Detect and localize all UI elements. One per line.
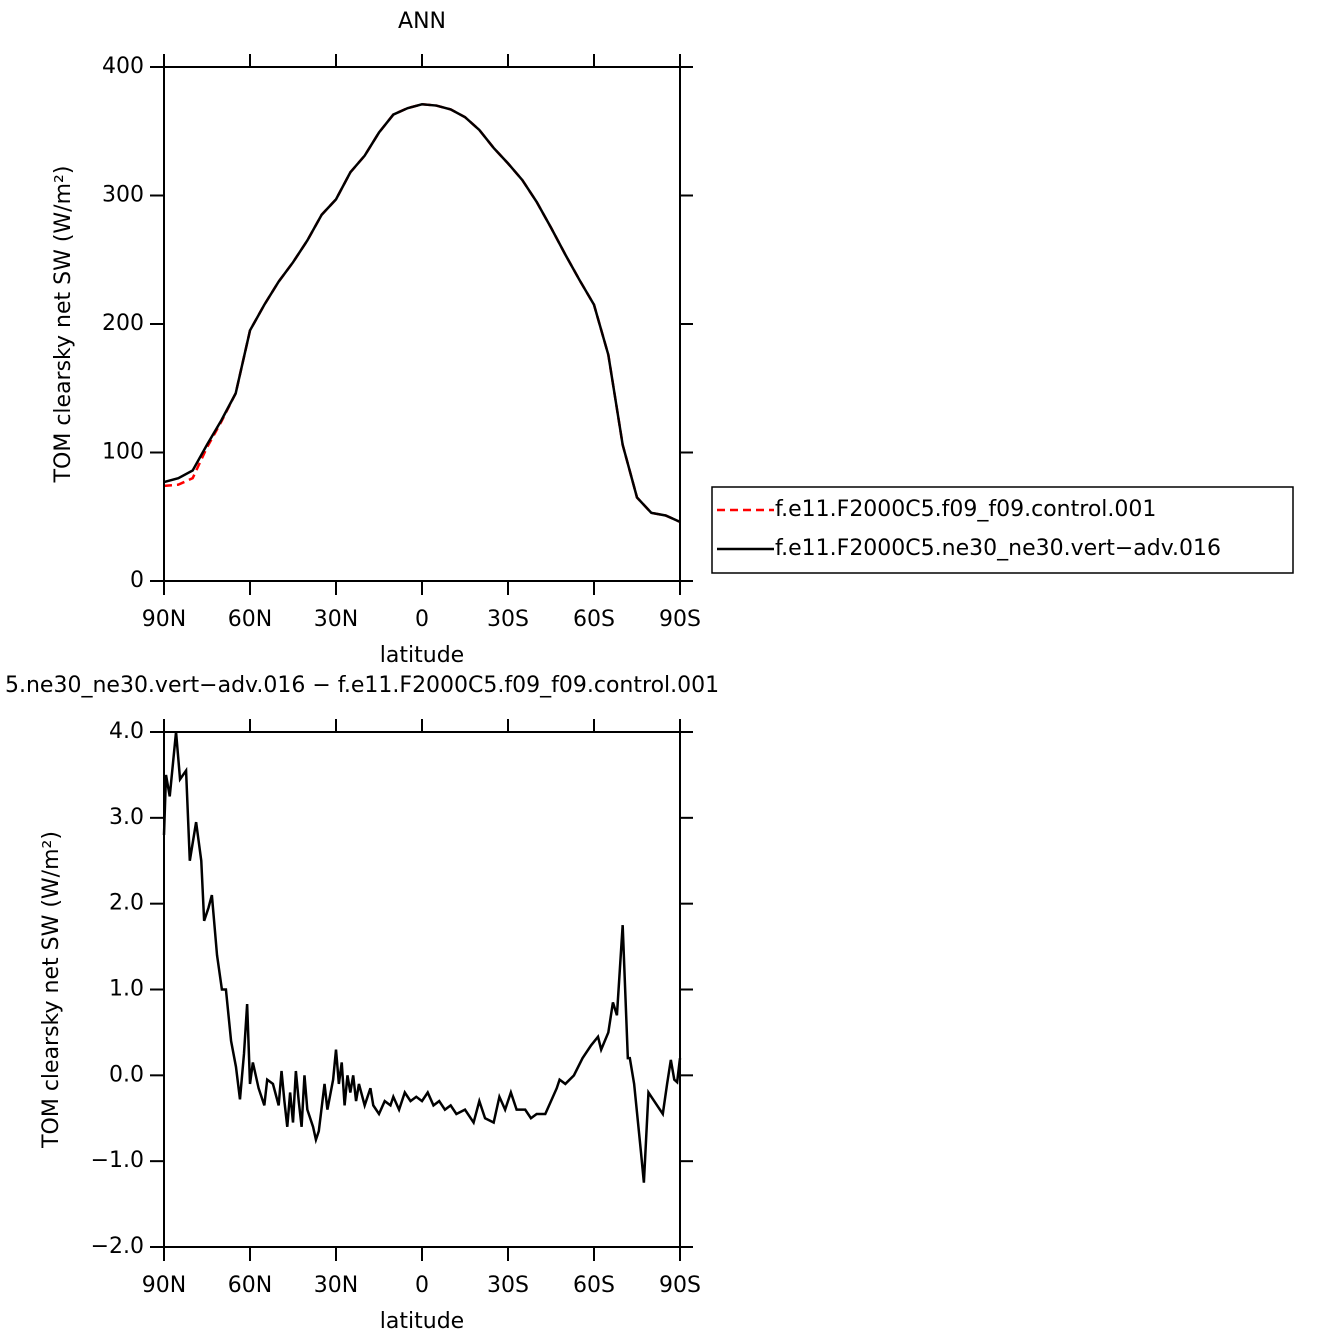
x-tick-label: 90S bbox=[659, 1273, 701, 1298]
x-tick-label: 30S bbox=[487, 607, 529, 632]
x-tick-label: 60N bbox=[228, 1273, 272, 1298]
data-line bbox=[163, 102, 681, 524]
y-tick-label: 300 bbox=[102, 183, 144, 208]
y-tick-label: 0 bbox=[130, 568, 144, 593]
x-tick-label: 60S bbox=[573, 607, 615, 632]
chart-title: ANN bbox=[398, 9, 446, 34]
x-tick-label: 90N bbox=[142, 607, 186, 632]
y-tick-label: −2.0 bbox=[91, 1234, 144, 1259]
y-tick-label: −1.0 bbox=[91, 1148, 144, 1173]
y-tick-label: 0.0 bbox=[109, 1062, 144, 1087]
x-tick-label: 60N bbox=[228, 607, 272, 632]
x-tick-label: 90S bbox=[659, 607, 701, 632]
legend-label: f.e11.F2000C5.f09_f09.control.001 bbox=[775, 497, 1156, 522]
y-tick-label: 1.0 bbox=[109, 977, 144, 1002]
x-tick-label: 0 bbox=[415, 1273, 429, 1298]
y-axis-label: TOM clearsky net SW (W/m²) bbox=[51, 166, 76, 484]
x-tick-label: 30N bbox=[314, 1273, 358, 1298]
y-tick-label: 4.0 bbox=[109, 719, 144, 744]
chart-title: 5.ne30_ne30.vert−adv.016 − f.e11.F2000C5… bbox=[5, 673, 719, 698]
y-tick-label: 2.0 bbox=[109, 891, 144, 916]
x-tick-label: 30S bbox=[487, 1273, 529, 1298]
plot-frame bbox=[163, 66, 681, 582]
x-axis-label: latitude bbox=[380, 643, 464, 668]
x-axis-label: latitude bbox=[380, 1309, 464, 1334]
legend-box bbox=[711, 486, 1294, 574]
y-axis-label: TOM clearsky net SW (W/m²) bbox=[39, 831, 64, 1149]
data-line bbox=[163, 102, 681, 524]
data-line bbox=[162, 731, 682, 1183]
legend-label: f.e11.F2000C5.ne30_ne30.vert−adv.016 bbox=[775, 536, 1221, 561]
plot-frame bbox=[163, 731, 681, 1248]
y-tick-label: 400 bbox=[102, 54, 144, 79]
x-tick-label: 30N bbox=[314, 607, 358, 632]
y-tick-label: 3.0 bbox=[109, 805, 144, 830]
x-tick-label: 60S bbox=[573, 1273, 615, 1298]
y-tick-label: 200 bbox=[102, 311, 144, 336]
x-tick-label: 90N bbox=[142, 1273, 186, 1298]
x-tick-label: 0 bbox=[415, 607, 429, 632]
y-tick-label: 100 bbox=[102, 440, 144, 465]
